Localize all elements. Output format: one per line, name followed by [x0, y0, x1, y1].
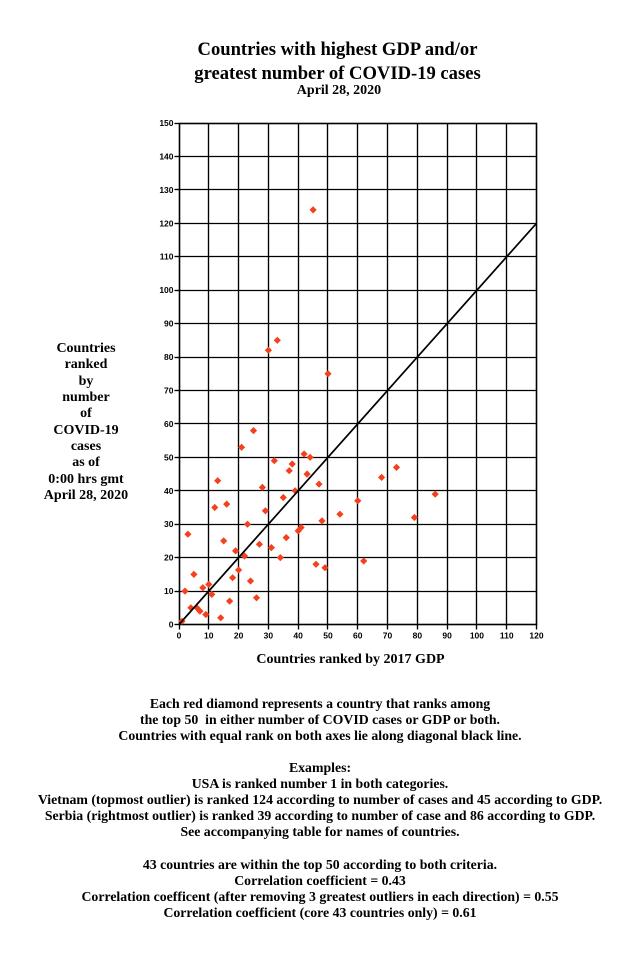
svg-text:50: 50: [164, 452, 174, 462]
svg-text:60: 60: [353, 631, 363, 641]
svg-text:30: 30: [264, 631, 274, 641]
svg-text:90: 90: [164, 319, 174, 329]
svg-text:10: 10: [204, 631, 214, 641]
svg-text:120: 120: [159, 218, 173, 228]
svg-text:130: 130: [159, 185, 173, 195]
svg-text:140: 140: [159, 151, 173, 161]
svg-text:120: 120: [529, 631, 543, 641]
svg-text:30: 30: [164, 519, 174, 529]
svg-text:0: 0: [177, 631, 182, 641]
svg-text:70: 70: [164, 385, 174, 395]
svg-text:60: 60: [164, 419, 174, 429]
svg-text:50: 50: [323, 631, 333, 641]
svg-text:110: 110: [160, 252, 174, 262]
svg-text:100: 100: [470, 631, 484, 641]
svg-text:10: 10: [164, 586, 174, 596]
svg-text:80: 80: [413, 631, 423, 641]
svg-text:70: 70: [383, 631, 393, 641]
svg-text:40: 40: [293, 631, 303, 641]
svg-text:0: 0: [169, 620, 174, 630]
svg-text:40: 40: [164, 486, 174, 496]
svg-text:20: 20: [164, 553, 174, 563]
svg-text:100: 100: [159, 285, 173, 295]
svg-text:150: 150: [159, 118, 173, 128]
svg-text:90: 90: [442, 631, 452, 641]
svg-text:80: 80: [164, 352, 174, 362]
svg-text:20: 20: [234, 631, 244, 641]
svg-text:110: 110: [500, 631, 514, 641]
